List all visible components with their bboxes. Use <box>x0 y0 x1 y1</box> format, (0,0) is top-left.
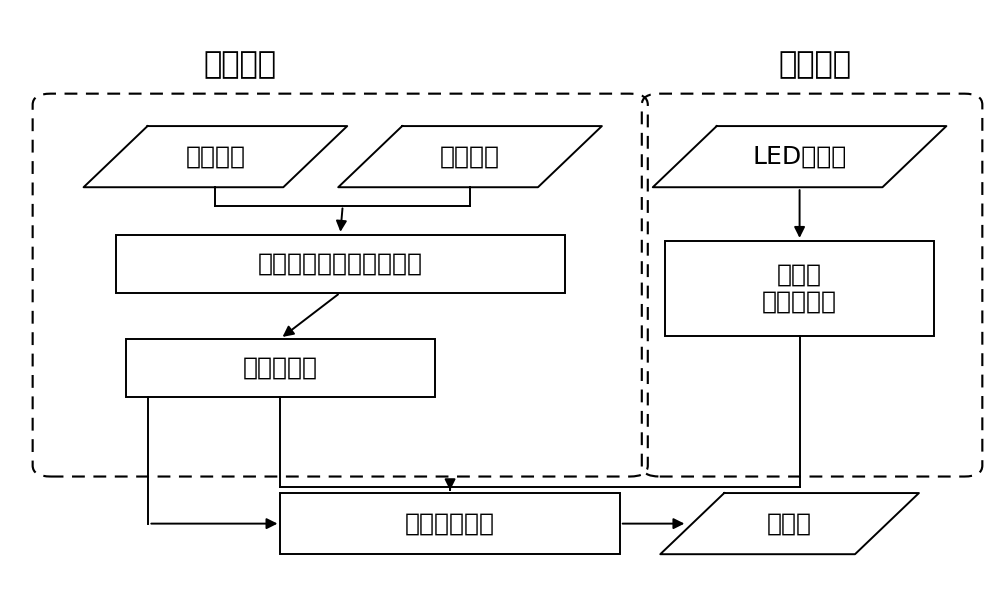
Text: 灰度图像: 灰度图像 <box>440 145 500 169</box>
Text: 空间光调制器: 空间光调制器 <box>405 512 495 536</box>
Bar <box>116 235 565 293</box>
Text: 计算全息图: 计算全息图 <box>243 356 318 379</box>
Text: 二维波长分布修正的衍射: 二维波长分布修正的衍射 <box>258 252 423 276</box>
Polygon shape <box>338 126 602 187</box>
Bar <box>665 241 934 335</box>
Polygon shape <box>84 126 347 187</box>
Polygon shape <box>653 126 946 187</box>
Text: 再现像: 再现像 <box>767 512 812 536</box>
Text: 算法部分: 算法部分 <box>204 50 277 80</box>
Text: 参考光
预色散系统: 参考光 预色散系统 <box>762 262 837 314</box>
Bar <box>280 493 620 554</box>
Polygon shape <box>660 493 919 554</box>
Text: 光路部分: 光路部分 <box>778 50 851 80</box>
Text: LED参考光: LED参考光 <box>752 145 847 169</box>
Bar <box>126 338 435 397</box>
Text: 深度图像: 深度图像 <box>185 145 245 169</box>
